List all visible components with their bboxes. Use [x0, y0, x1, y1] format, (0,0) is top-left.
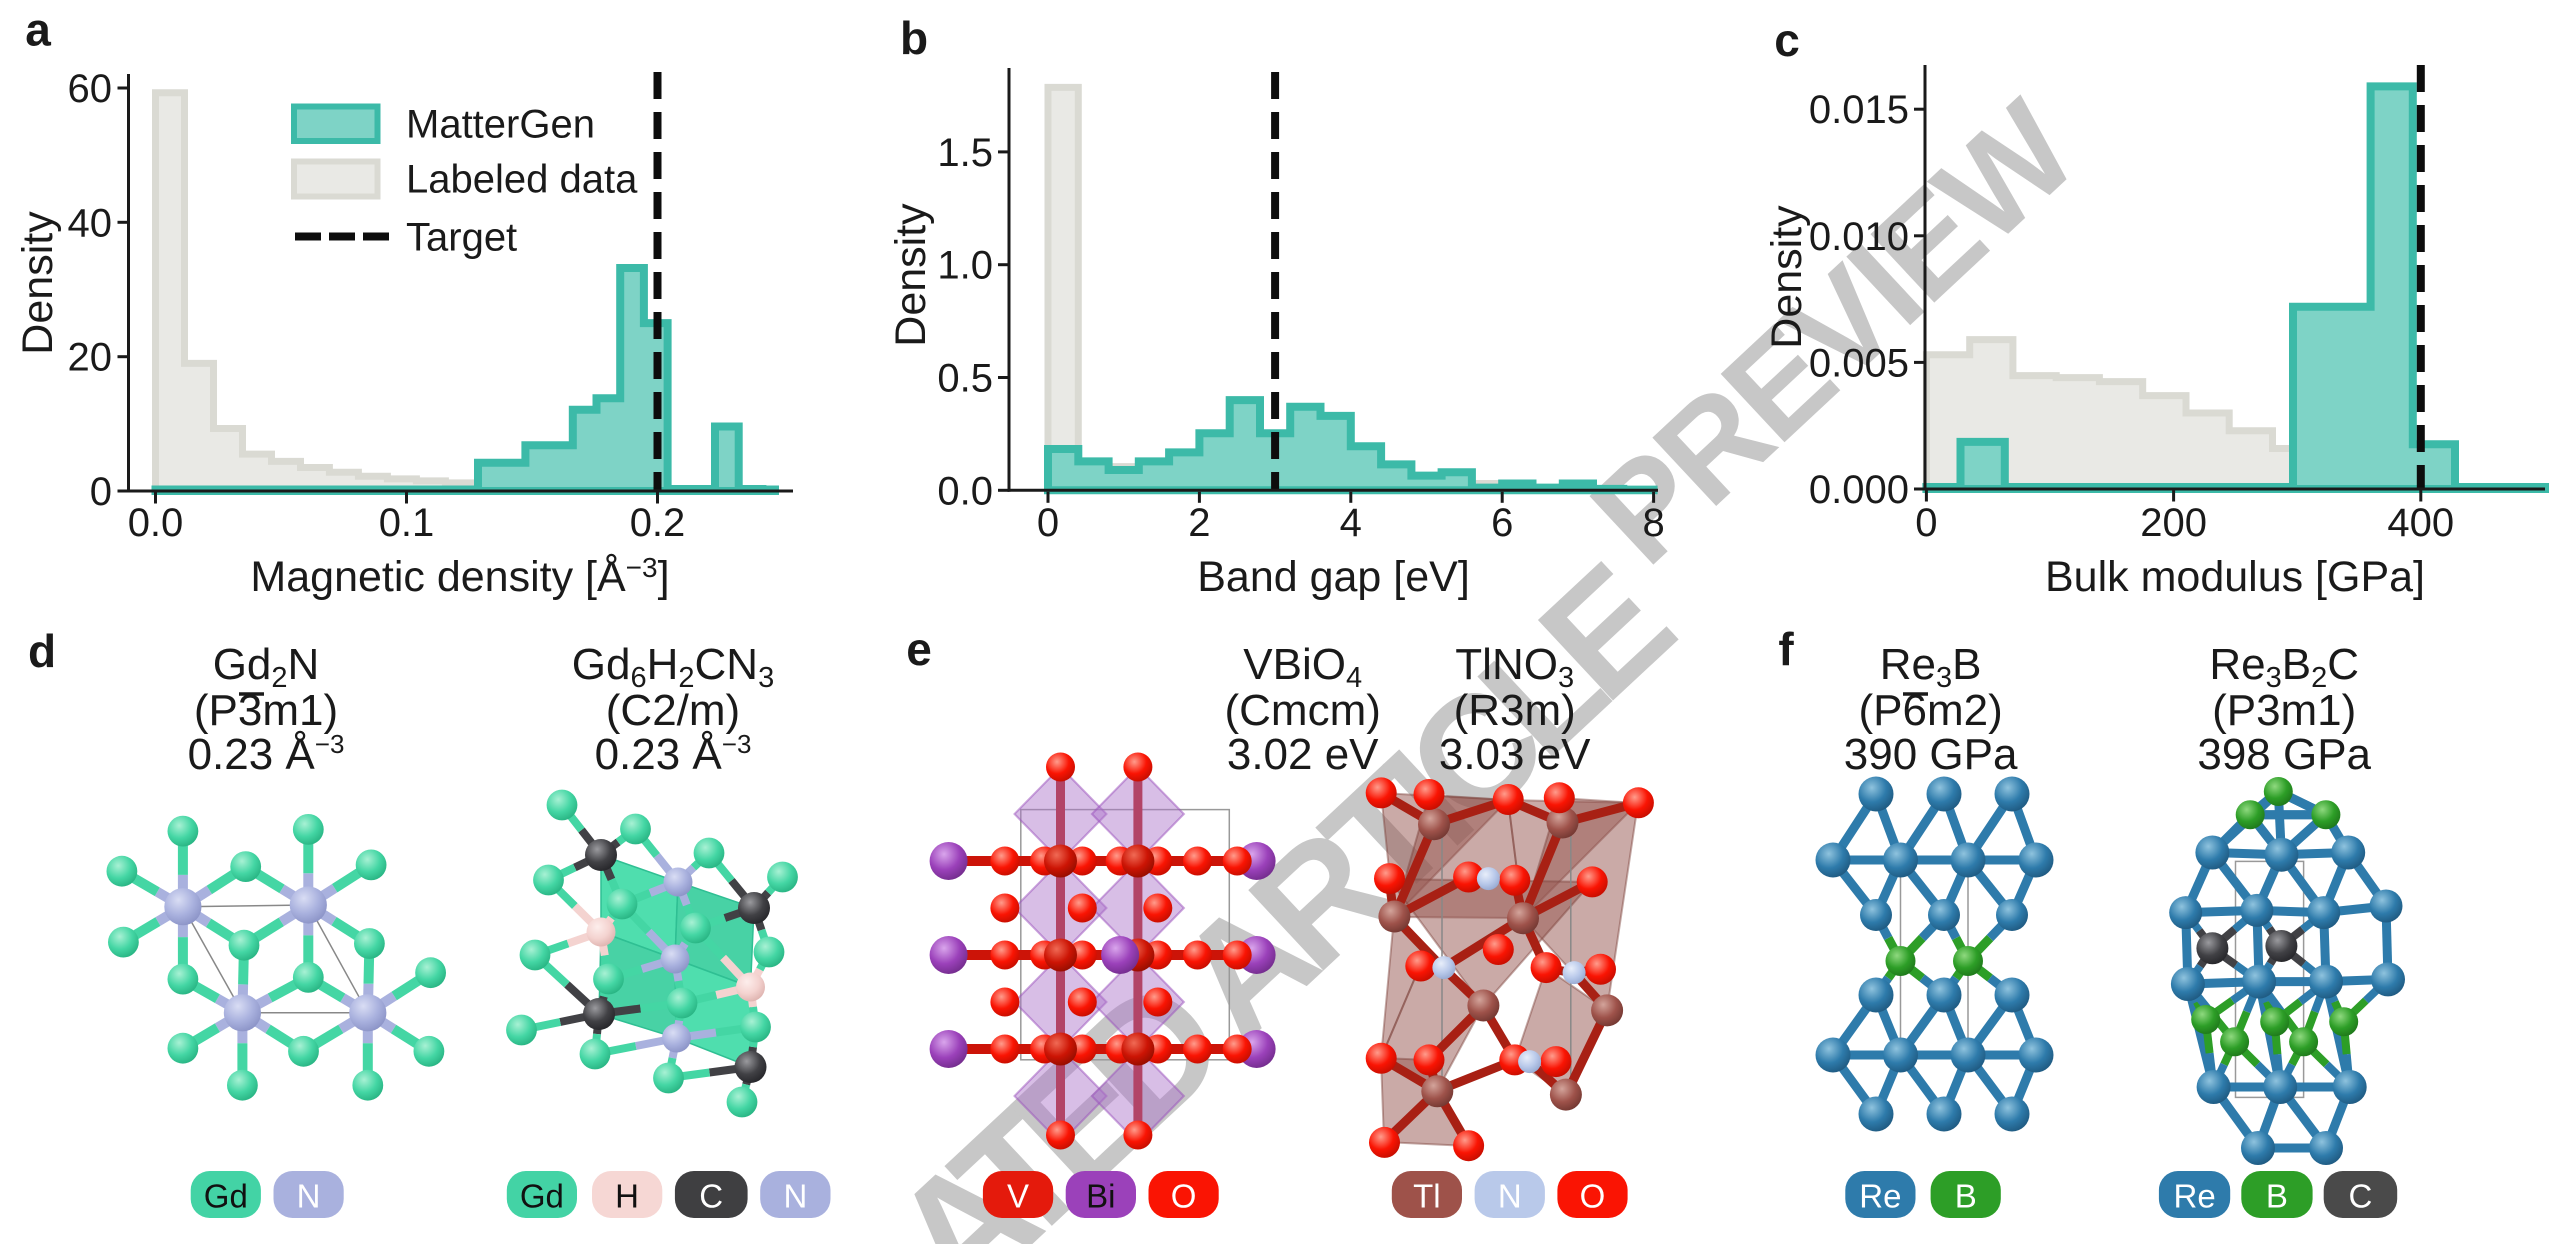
svg-text:e: e — [906, 623, 932, 675]
svg-text:N: N — [783, 1178, 807, 1215]
svg-text:N: N — [1498, 1178, 1522, 1215]
svg-text:0: 0 — [1915, 501, 1937, 545]
svg-text:0.000: 0.000 — [1809, 468, 1909, 512]
svg-text:Density: Density — [887, 203, 935, 347]
svg-text:a: a — [25, 4, 51, 56]
svg-text:400: 400 — [2387, 501, 2454, 545]
svg-text:0.5: 0.5 — [937, 357, 993, 401]
svg-text:(P3m1): (P3m1) — [2212, 686, 2356, 735]
svg-text:20: 20 — [68, 336, 113, 380]
svg-text:Band gap [eV]: Band gap [eV] — [1197, 553, 1470, 601]
svg-text:MatterGen: MatterGen — [406, 103, 595, 147]
svg-text:(R3m): (R3m) — [1454, 686, 1576, 735]
svg-text:O: O — [1580, 1178, 1606, 1215]
svg-text:TlNO3: TlNO3 — [1455, 640, 1574, 694]
svg-text:B: B — [2266, 1178, 2288, 1215]
svg-text:Gd6H2CN3: Gd6H2CN3 — [572, 640, 774, 694]
svg-text:Labeled data: Labeled data — [406, 158, 638, 202]
svg-text:Re3B: Re3B — [1880, 640, 1982, 694]
svg-text:Re: Re — [1859, 1178, 1901, 1215]
svg-text:O: O — [1171, 1178, 1197, 1215]
svg-text:1.0: 1.0 — [937, 244, 993, 288]
svg-text:Target: Target — [406, 216, 517, 260]
svg-text:VBiO4: VBiO4 — [1243, 640, 1362, 694]
svg-text:4: 4 — [1340, 501, 1362, 545]
svg-text:c: c — [1774, 14, 1800, 66]
svg-text:0.005: 0.005 — [1809, 341, 1909, 385]
svg-text:(Cmcm): (Cmcm) — [1225, 686, 1381, 735]
svg-text:0.0: 0.0 — [128, 501, 184, 545]
svg-text:0.0: 0.0 — [937, 469, 993, 513]
svg-text:0.015: 0.015 — [1809, 88, 1909, 132]
svg-text:398 GPa: 398 GPa — [2197, 730, 2371, 779]
svg-text:(C2/m): (C2/m) — [606, 686, 740, 735]
svg-text:8: 8 — [1642, 501, 1664, 545]
svg-text:b: b — [900, 12, 928, 64]
svg-text:390 GPa: 390 GPa — [1844, 730, 2018, 779]
svg-text:0: 0 — [90, 470, 112, 514]
svg-text:Gd: Gd — [520, 1178, 564, 1215]
svg-text:H: H — [615, 1178, 639, 1215]
svg-text:Bulk modulus [GPa]: Bulk modulus [GPa] — [2045, 553, 2425, 601]
svg-text:f: f — [1778, 623, 1794, 675]
svg-text:0: 0 — [1037, 501, 1059, 545]
svg-text:60: 60 — [68, 67, 113, 111]
svg-text:C: C — [699, 1178, 723, 1215]
svg-text:V: V — [1007, 1178, 1029, 1215]
svg-text:0.23 Å−3: 0.23 Å−3 — [188, 729, 345, 779]
svg-text:3.02 eV: 3.02 eV — [1227, 730, 1379, 779]
svg-text:6: 6 — [1491, 501, 1513, 545]
svg-text:C: C — [2348, 1178, 2372, 1215]
svg-text:Density: Density — [14, 211, 62, 355]
svg-text:d: d — [28, 625, 56, 677]
svg-text:N: N — [297, 1178, 321, 1215]
svg-text:200: 200 — [2140, 501, 2207, 545]
svg-text:B: B — [1955, 1178, 1977, 1215]
svg-text:0.2: 0.2 — [630, 501, 686, 545]
svg-text:40: 40 — [68, 201, 113, 245]
svg-text:Gd: Gd — [204, 1178, 248, 1215]
svg-text:1.5: 1.5 — [937, 131, 993, 175]
svg-text:Re: Re — [2174, 1178, 2216, 1215]
svg-text:Re3B2C: Re3B2C — [2209, 640, 2359, 694]
svg-text:Tl: Tl — [1413, 1178, 1441, 1215]
svg-text:(P6m2): (P6m2) — [1858, 686, 2002, 735]
svg-text:Magnetic density [Å−3]: Magnetic density [Å−3] — [250, 552, 669, 601]
svg-text:Density: Density — [1763, 205, 1811, 349]
svg-text:(P3m1): (P3m1) — [194, 686, 338, 735]
svg-text:Bi: Bi — [1086, 1178, 1115, 1215]
svg-text:0.010: 0.010 — [1809, 215, 1909, 259]
svg-text:0.1: 0.1 — [379, 501, 435, 545]
svg-text:Gd2N: Gd2N — [213, 640, 320, 694]
svg-text:3.03 eV: 3.03 eV — [1439, 730, 1591, 779]
svg-text:2: 2 — [1188, 501, 1210, 545]
